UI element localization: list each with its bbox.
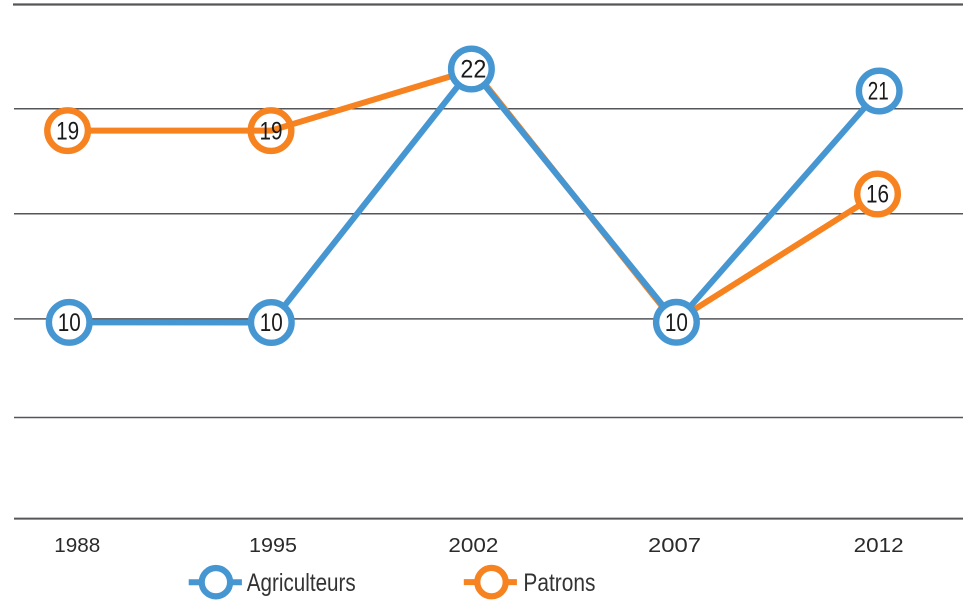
svg-text:2012: 2012 [854,534,904,557]
svg-text:19: 19 [56,117,79,145]
svg-text:16: 16 [866,181,889,209]
svg-text:2002: 2002 [448,534,498,557]
svg-text:10: 10 [58,309,81,337]
svg-text:10: 10 [665,309,688,337]
svg-text:1988: 1988 [54,534,100,557]
svg-text:21: 21 [868,78,889,106]
svg-text:22: 22 [460,56,486,84]
svg-text:10: 10 [260,309,283,337]
svg-text:1995: 1995 [249,534,297,557]
svg-text:Patrons: Patrons [523,569,595,597]
svg-text:2007: 2007 [648,534,701,557]
svg-text:19: 19 [260,117,283,145]
svg-text:Agriculteurs: Agriculteurs [247,569,356,597]
